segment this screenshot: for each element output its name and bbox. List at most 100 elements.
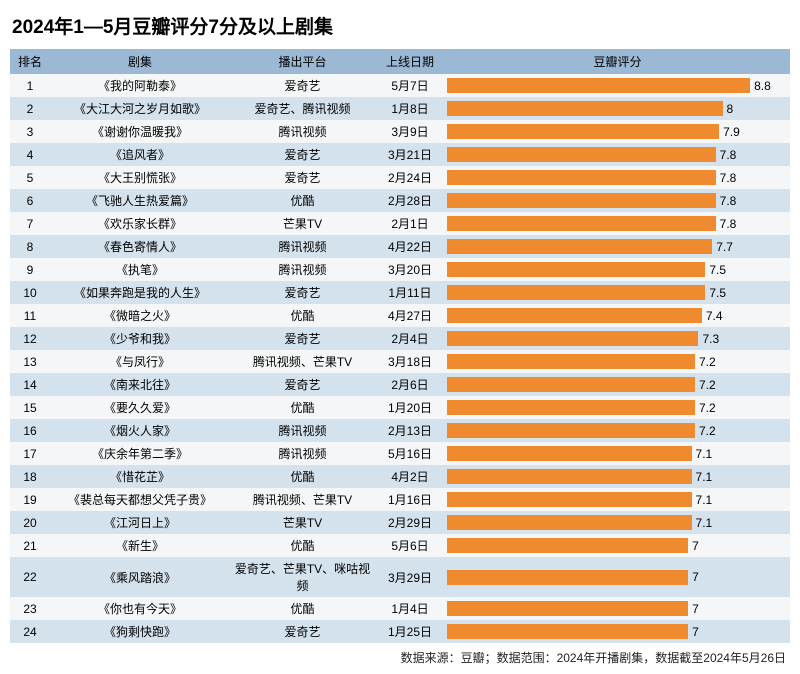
cell-date: 5月7日: [375, 74, 445, 97]
cell-date: 3月21日: [375, 143, 445, 166]
cell-platform: 腾讯视频、芒果TV: [230, 350, 375, 373]
cell-rank: 17: [10, 442, 50, 465]
cell-date: 2月1日: [375, 212, 445, 235]
score-bar: [447, 124, 719, 139]
cell-score: 7.5: [445, 281, 790, 304]
cell-score: 8.8: [445, 74, 790, 97]
score-label: 7.2: [699, 355, 716, 369]
table-row: 23《你也有今天》优酷1月4日7: [10, 597, 790, 620]
score-label: 7: [692, 625, 699, 639]
cell-score: 8: [445, 97, 790, 120]
table-row: 11《微暗之火》优酷4月27日 7.4: [10, 304, 790, 327]
score-bar: [447, 216, 716, 231]
cell-name: 《执笔》: [50, 258, 230, 281]
col-rank: 排名: [10, 49, 50, 74]
score-bar-wrap: 7.2: [447, 377, 786, 392]
table-row: 13《与凤行》腾讯视频、芒果TV3月18日7.2: [10, 350, 790, 373]
cell-name: 《裴总每天都想父凭子贵》: [50, 488, 230, 511]
cell-rank: 18: [10, 465, 50, 488]
footnote: 数据来源：豆瓣；数据范围：2024年开播剧集，数据截至2024年5月26日: [10, 649, 790, 666]
score-bar: [447, 147, 716, 162]
score-bar: [447, 492, 692, 507]
cell-rank: 15: [10, 396, 50, 419]
score-label: 7.8: [720, 194, 737, 208]
cell-date: 1月4日: [375, 597, 445, 620]
cell-rank: 1: [10, 74, 50, 97]
cell-name: 《狗剩快跑》: [50, 620, 230, 643]
ratings-table: 排名 剧集 播出平台 上线日期 豆瓣评分 1《我的阿勒泰》爱奇艺5月7日8.82…: [10, 49, 790, 643]
score-bar-wrap: 7.1: [447, 492, 786, 507]
cell-rank: 2: [10, 97, 50, 120]
score-bar-wrap: 7.1: [447, 515, 786, 530]
cell-name: 《南来北往》: [50, 373, 230, 396]
score-bar: [447, 308, 702, 323]
cell-platform: 爱奇艺: [230, 143, 375, 166]
cell-platform: 爱奇艺: [230, 166, 375, 189]
cell-name: 《追风者》: [50, 143, 230, 166]
col-platform: 播出平台: [230, 49, 375, 74]
cell-platform: 腾讯视频: [230, 120, 375, 143]
cell-platform: 爱奇艺: [230, 327, 375, 350]
score-bar-wrap: 7.2: [447, 400, 786, 415]
cell-date: 2月28日: [375, 189, 445, 212]
header-row: 排名 剧集 播出平台 上线日期 豆瓣评分: [10, 49, 790, 74]
cell-name: 《我的阿勒泰》: [50, 74, 230, 97]
cell-score: 7.7: [445, 235, 790, 258]
cell-date: 4月27日: [375, 304, 445, 327]
cell-rank: 11: [10, 304, 50, 327]
cell-platform: 爱奇艺、腾讯视频: [230, 97, 375, 120]
score-label: 7: [692, 602, 699, 616]
cell-name: 《乘风踏浪》: [50, 557, 230, 597]
cell-score: 7: [445, 620, 790, 643]
table-row: 9《执笔》腾讯视频3月20日7.5: [10, 258, 790, 281]
cell-score: 7.8: [445, 189, 790, 212]
score-bar-wrap: 7.1: [447, 469, 786, 484]
score-label: 7.2: [699, 424, 716, 438]
score-label: 7.4: [706, 309, 723, 323]
cell-rank: 5: [10, 166, 50, 189]
cell-name: 《谢谢你温暖我》: [50, 120, 230, 143]
score-bar-wrap: 7: [447, 624, 786, 639]
score-label: 7.8: [720, 217, 737, 231]
cell-score: 7.1: [445, 465, 790, 488]
score-bar-wrap: 7.1: [447, 446, 786, 461]
cell-name: 《如果奔跑是我的人生》: [50, 281, 230, 304]
score-bar-wrap: 7.8: [447, 170, 786, 185]
cell-name: 《微暗之火》: [50, 304, 230, 327]
cell-platform: 优酷: [230, 534, 375, 557]
cell-date: 3月18日: [375, 350, 445, 373]
cell-platform: 腾讯视频: [230, 442, 375, 465]
table-row: 21《新生》优酷5月6日7: [10, 534, 790, 557]
table-row: 1《我的阿勒泰》爱奇艺5月7日8.8: [10, 74, 790, 97]
cell-platform: 优酷: [230, 304, 375, 327]
score-bar: [447, 624, 688, 639]
cell-rank: 7: [10, 212, 50, 235]
cell-rank: 12: [10, 327, 50, 350]
score-bar-wrap: 7.2: [447, 354, 786, 369]
score-label: 7.9: [723, 125, 740, 139]
score-bar: [447, 239, 712, 254]
cell-platform: 芒果TV: [230, 212, 375, 235]
table-row: 14《南来北往》爱奇艺2月6日7.2: [10, 373, 790, 396]
cell-date: 4月2日: [375, 465, 445, 488]
cell-score: 7.8: [445, 166, 790, 189]
cell-score: 7.1: [445, 488, 790, 511]
score-bar-wrap: 7.8: [447, 193, 786, 208]
table-row: 19《裴总每天都想父凭子贵》腾讯视频、芒果TV1月16日7.1: [10, 488, 790, 511]
cell-rank: 6: [10, 189, 50, 212]
score-bar-wrap: 7.5: [447, 262, 786, 277]
cell-platform: 芒果TV: [230, 511, 375, 534]
cell-score: 7: [445, 557, 790, 597]
cell-date: 2月6日: [375, 373, 445, 396]
table-row: 22《乘风踏浪》爱奇艺、芒果TV、咪咕视频3月29日7: [10, 557, 790, 597]
table-row: 7《欢乐家长群》芒果TV2月1日7.8: [10, 212, 790, 235]
cell-score: 7.2: [445, 396, 790, 419]
cell-name: 《庆余年第二季》: [50, 442, 230, 465]
score-bar: [447, 400, 695, 415]
score-bar: [447, 446, 692, 461]
cell-name: 《惜花芷》: [50, 465, 230, 488]
score-bar-wrap: 7.9: [447, 124, 786, 139]
cell-date: 1月20日: [375, 396, 445, 419]
cell-platform: 优酷: [230, 189, 375, 212]
score-label: 7.1: [696, 493, 713, 507]
